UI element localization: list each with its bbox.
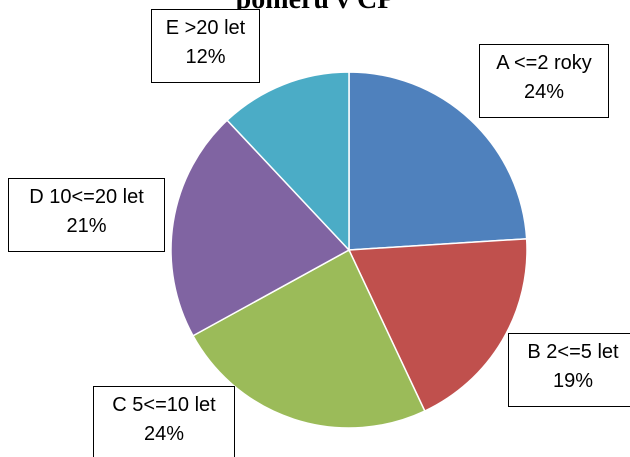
- slice-label-a-value: 24%: [523, 81, 565, 103]
- pie-slice-b: [347, 238, 528, 413]
- slice-label-e-value: 12%: [185, 46, 226, 68]
- slice-label-c-value: 24%: [143, 423, 185, 445]
- slice-label-d-name: D 10<=20 let: [29, 186, 144, 208]
- pie-slice-e: [226, 71, 350, 252]
- slice-label-d: D 10<=20 let 21%: [8, 178, 165, 252]
- slice-label-e-name: E >20 let: [165, 17, 246, 39]
- pie-slice-d: [170, 119, 351, 337]
- slice-label-b-name: B 2<=5 let: [527, 341, 619, 363]
- slice-label-b: B 2<=5 let 19%: [508, 333, 630, 407]
- pie-slice-c: [192, 248, 426, 429]
- slice-label-c-name: C 5<=10 let: [112, 394, 216, 416]
- slice-label-b-value: 19%: [552, 370, 594, 392]
- slice-label-d-value: 21%: [66, 215, 107, 237]
- slice-label-e: E >20 let 12%: [151, 9, 260, 83]
- slice-label-a: A <=2 roky 24%: [479, 44, 609, 118]
- chart-title: poměrů v CP: [0, 0, 630, 16]
- slice-label-c: C 5<=10 let 24%: [93, 386, 235, 457]
- pie-slice-a: [348, 71, 528, 251]
- slice-label-a-name: A <=2 roky: [496, 52, 592, 74]
